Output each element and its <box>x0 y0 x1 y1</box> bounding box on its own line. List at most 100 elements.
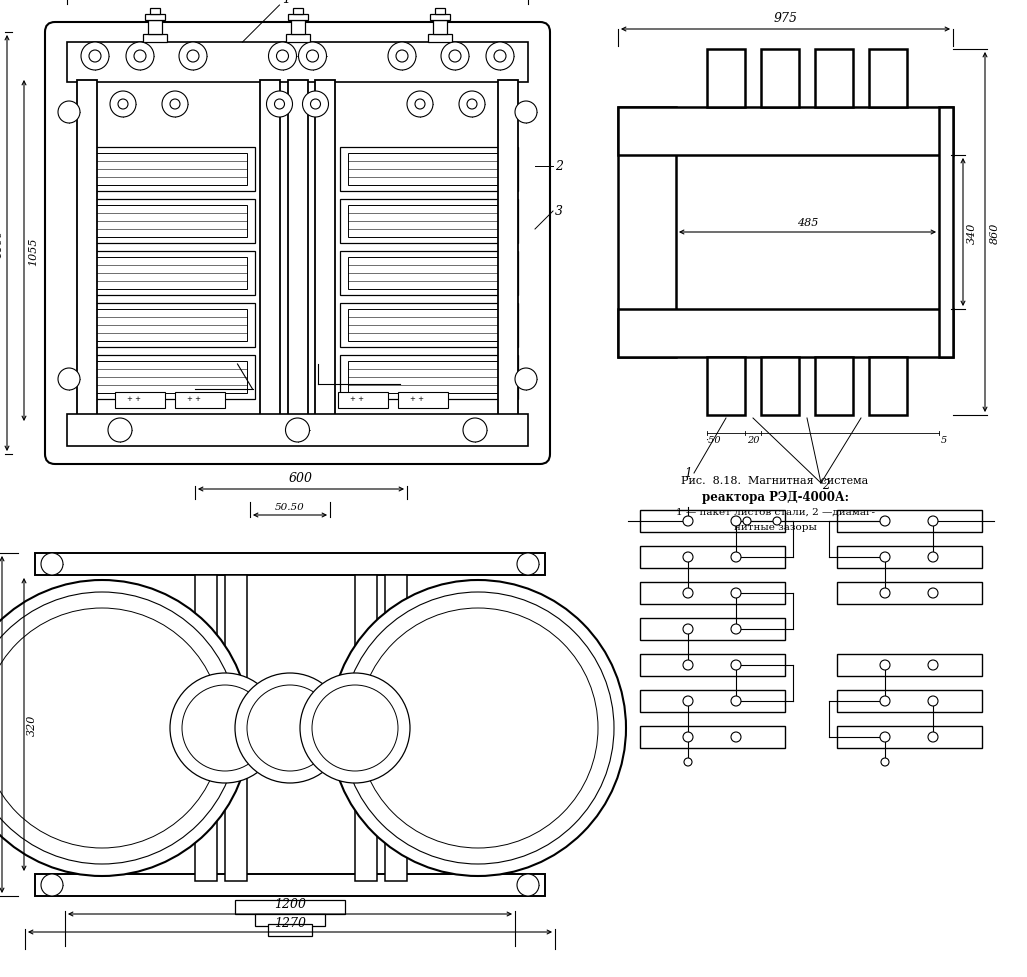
Bar <box>340 148 518 191</box>
Text: 1: 1 <box>282 0 291 6</box>
Text: 5: 5 <box>941 436 947 445</box>
Bar <box>286 35 309 43</box>
Bar <box>355 575 377 881</box>
Circle shape <box>415 100 425 109</box>
Bar <box>837 510 982 532</box>
Text: 3: 3 <box>555 205 563 218</box>
Circle shape <box>731 697 741 706</box>
Text: 600: 600 <box>289 472 313 485</box>
Bar <box>175 393 225 408</box>
Text: 975: 975 <box>773 12 798 25</box>
Bar <box>348 206 510 237</box>
Circle shape <box>880 732 890 743</box>
Circle shape <box>330 580 626 876</box>
Circle shape <box>0 580 250 876</box>
Circle shape <box>187 51 199 63</box>
Circle shape <box>928 697 938 706</box>
Circle shape <box>303 92 329 118</box>
Circle shape <box>683 660 693 670</box>
Circle shape <box>517 553 539 575</box>
Circle shape <box>41 553 63 575</box>
Circle shape <box>683 517 693 527</box>
Text: 50.50: 50.50 <box>275 502 305 512</box>
Bar <box>77 252 255 296</box>
Bar <box>348 310 510 342</box>
Circle shape <box>110 92 136 118</box>
Bar <box>288 81 307 423</box>
Circle shape <box>684 758 692 766</box>
Circle shape <box>268 43 297 71</box>
Bar <box>67 43 528 83</box>
Bar <box>815 50 853 107</box>
Bar <box>67 414 528 446</box>
Circle shape <box>731 552 741 563</box>
Bar <box>428 35 452 43</box>
Bar <box>837 691 982 712</box>
Bar <box>618 107 676 358</box>
Circle shape <box>358 609 598 848</box>
Circle shape <box>118 100 128 109</box>
Bar <box>255 914 325 926</box>
Bar <box>618 310 953 358</box>
Bar <box>433 21 447 35</box>
Circle shape <box>731 732 741 743</box>
Circle shape <box>300 673 410 784</box>
Bar <box>293 9 303 15</box>
Circle shape <box>463 418 487 443</box>
Bar <box>707 50 745 107</box>
Circle shape <box>342 592 614 864</box>
Circle shape <box>515 368 537 391</box>
Bar <box>761 358 799 415</box>
Bar <box>85 361 248 394</box>
Circle shape <box>880 697 890 706</box>
Circle shape <box>179 43 207 71</box>
Bar <box>225 575 248 881</box>
Bar <box>77 148 255 191</box>
Circle shape <box>928 732 938 743</box>
Text: 1100: 1100 <box>0 230 3 258</box>
Circle shape <box>683 697 693 706</box>
Circle shape <box>286 418 309 443</box>
Text: 2: 2 <box>555 160 563 173</box>
Bar <box>145 15 165 21</box>
Text: реактора РЭД-4000А:: реактора РЭД-4000А: <box>701 490 848 503</box>
Circle shape <box>731 517 741 527</box>
Text: 485: 485 <box>797 218 819 228</box>
Bar <box>340 199 518 243</box>
Text: + +: + + <box>349 396 364 402</box>
Bar <box>761 50 799 107</box>
Circle shape <box>773 518 781 526</box>
Circle shape <box>880 588 890 598</box>
Circle shape <box>182 685 268 771</box>
Circle shape <box>170 100 180 109</box>
Circle shape <box>134 51 146 63</box>
Circle shape <box>162 92 188 118</box>
Bar <box>640 510 785 532</box>
Bar <box>618 107 953 156</box>
Bar <box>260 81 280 423</box>
Circle shape <box>683 588 693 598</box>
Bar <box>435 9 445 15</box>
Bar <box>640 546 785 569</box>
Circle shape <box>108 418 132 443</box>
Circle shape <box>266 92 293 118</box>
Text: + +: + + <box>127 396 141 402</box>
Text: 1055: 1055 <box>28 237 38 266</box>
Circle shape <box>306 51 318 63</box>
Bar <box>348 153 510 186</box>
Circle shape <box>928 588 938 598</box>
Bar <box>640 691 785 712</box>
Circle shape <box>235 673 345 784</box>
Bar <box>115 393 165 408</box>
Text: 1270: 1270 <box>274 916 306 929</box>
Circle shape <box>41 874 63 896</box>
Circle shape <box>449 51 461 63</box>
Bar <box>837 655 982 676</box>
Circle shape <box>517 874 539 896</box>
FancyBboxPatch shape <box>45 23 550 464</box>
Circle shape <box>170 673 280 784</box>
Circle shape <box>274 100 284 109</box>
Circle shape <box>312 685 398 771</box>
Bar <box>338 393 387 408</box>
Text: + +: + + <box>187 396 201 402</box>
